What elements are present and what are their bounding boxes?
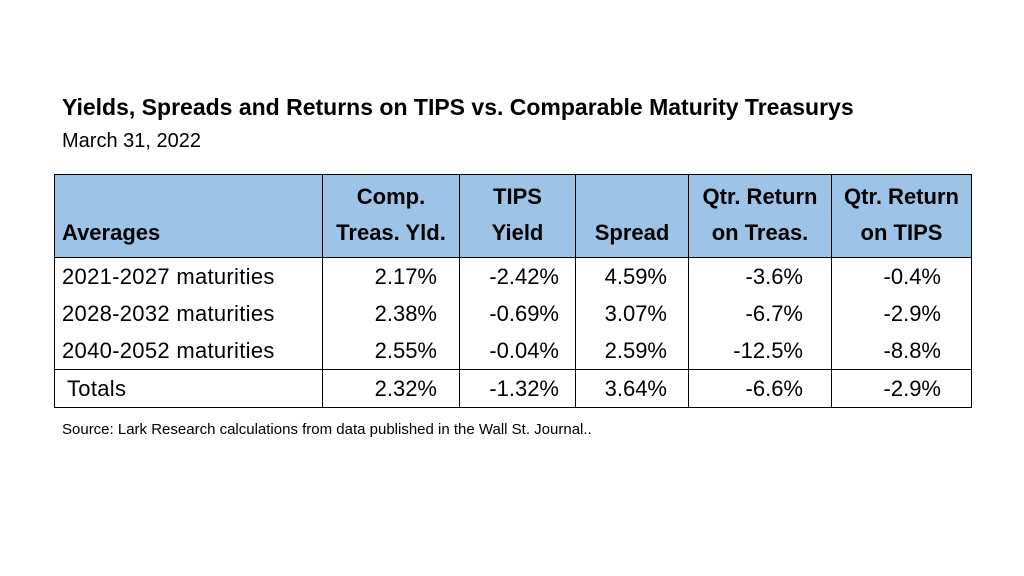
- header-averages: Averages: [54, 174, 323, 258]
- source-note: Source: Lark Research calculations from …: [62, 421, 592, 438]
- cell-qtr-return-treas: -12.5%: [688, 332, 832, 370]
- header-line1: Qtr. Return: [702, 184, 818, 209]
- cell-tips-yield: -0.04%: [459, 332, 576, 370]
- totals-row: Totals 2.32% -1.32% 3.64% -6.6% -2.9%: [54, 369, 972, 408]
- header-comp-treas-yld: Comp. Treas. Yld.: [322, 174, 460, 258]
- cell-comp-treas-yld: 2.55%: [322, 332, 460, 370]
- cell-qtr-return-treas: -3.6%: [688, 257, 832, 295]
- cell-spread: 3.07%: [575, 295, 689, 332]
- header-spread: Spread: [575, 174, 689, 258]
- cell-tips-yield: -0.69%: [459, 295, 576, 332]
- cell-qtr-return-tips: -2.9%: [831, 295, 972, 332]
- header-line1: Qtr. Return: [844, 184, 959, 209]
- table-header: Averages Comp. Treas. Yld. TIPS Yield Sp…: [54, 174, 972, 258]
- header-line2: on Treas.: [711, 220, 809, 245]
- header-tips-yield: TIPS Yield: [459, 174, 576, 258]
- cell-tips-yield: -2.42%: [459, 257, 576, 295]
- row-label: 2040-2052 maturities: [54, 332, 323, 370]
- header-qtr-return-treas: Qtr. Return on Treas.: [688, 174, 832, 258]
- header-line1: Comp.: [356, 184, 426, 209]
- cell-qtr-return-treas: -6.7%: [688, 295, 832, 332]
- header-line2: on TIPS: [860, 220, 943, 245]
- cell-comp-treas-yld: 2.32%: [322, 369, 460, 408]
- header-line1: TIPS: [493, 184, 542, 209]
- cell-spread: 4.59%: [575, 257, 689, 295]
- row-label: Totals: [54, 369, 323, 408]
- header-line2: Spread: [594, 220, 670, 245]
- cell-spread: 2.59%: [575, 332, 689, 370]
- table-row: 2021-2027 maturities 2.17% -2.42% 4.59% …: [54, 257, 972, 295]
- cell-comp-treas-yld: 2.17%: [322, 257, 460, 295]
- header-row: Averages Comp. Treas. Yld. TIPS Yield Sp…: [54, 174, 972, 258]
- header-qtr-return-tips: Qtr. Return on TIPS: [831, 174, 972, 258]
- page-title: Yields, Spreads and Returns on TIPS vs. …: [62, 94, 854, 120]
- table-row: 2028-2032 maturities 2.38% -0.69% 3.07% …: [54, 295, 972, 332]
- header-line2: Averages: [62, 220, 161, 245]
- cell-qtr-return-tips: -8.8%: [831, 332, 972, 370]
- header-line2: Yield: [491, 220, 544, 245]
- cell-tips-yield: -1.32%: [459, 369, 576, 408]
- cell-qtr-return-tips: -0.4%: [831, 257, 972, 295]
- table-row: 2040-2052 maturities 2.55% -0.04% 2.59% …: [54, 332, 972, 370]
- cell-comp-treas-yld: 2.38%: [322, 295, 460, 332]
- cell-qtr-return-treas: -6.6%: [688, 369, 832, 408]
- cell-qtr-return-tips: -2.9%: [831, 369, 972, 408]
- page-subtitle-date: March 31, 2022: [62, 130, 201, 152]
- header-line2: Treas. Yld.: [336, 220, 446, 245]
- row-label: 2028-2032 maturities: [54, 295, 323, 332]
- cell-spread: 3.64%: [575, 369, 689, 408]
- row-label: 2021-2027 maturities: [54, 257, 323, 295]
- yields-table: Averages Comp. Treas. Yld. TIPS Yield Sp…: [54, 174, 972, 408]
- table-body: 2021-2027 maturities 2.17% -2.42% 4.59% …: [54, 257, 972, 408]
